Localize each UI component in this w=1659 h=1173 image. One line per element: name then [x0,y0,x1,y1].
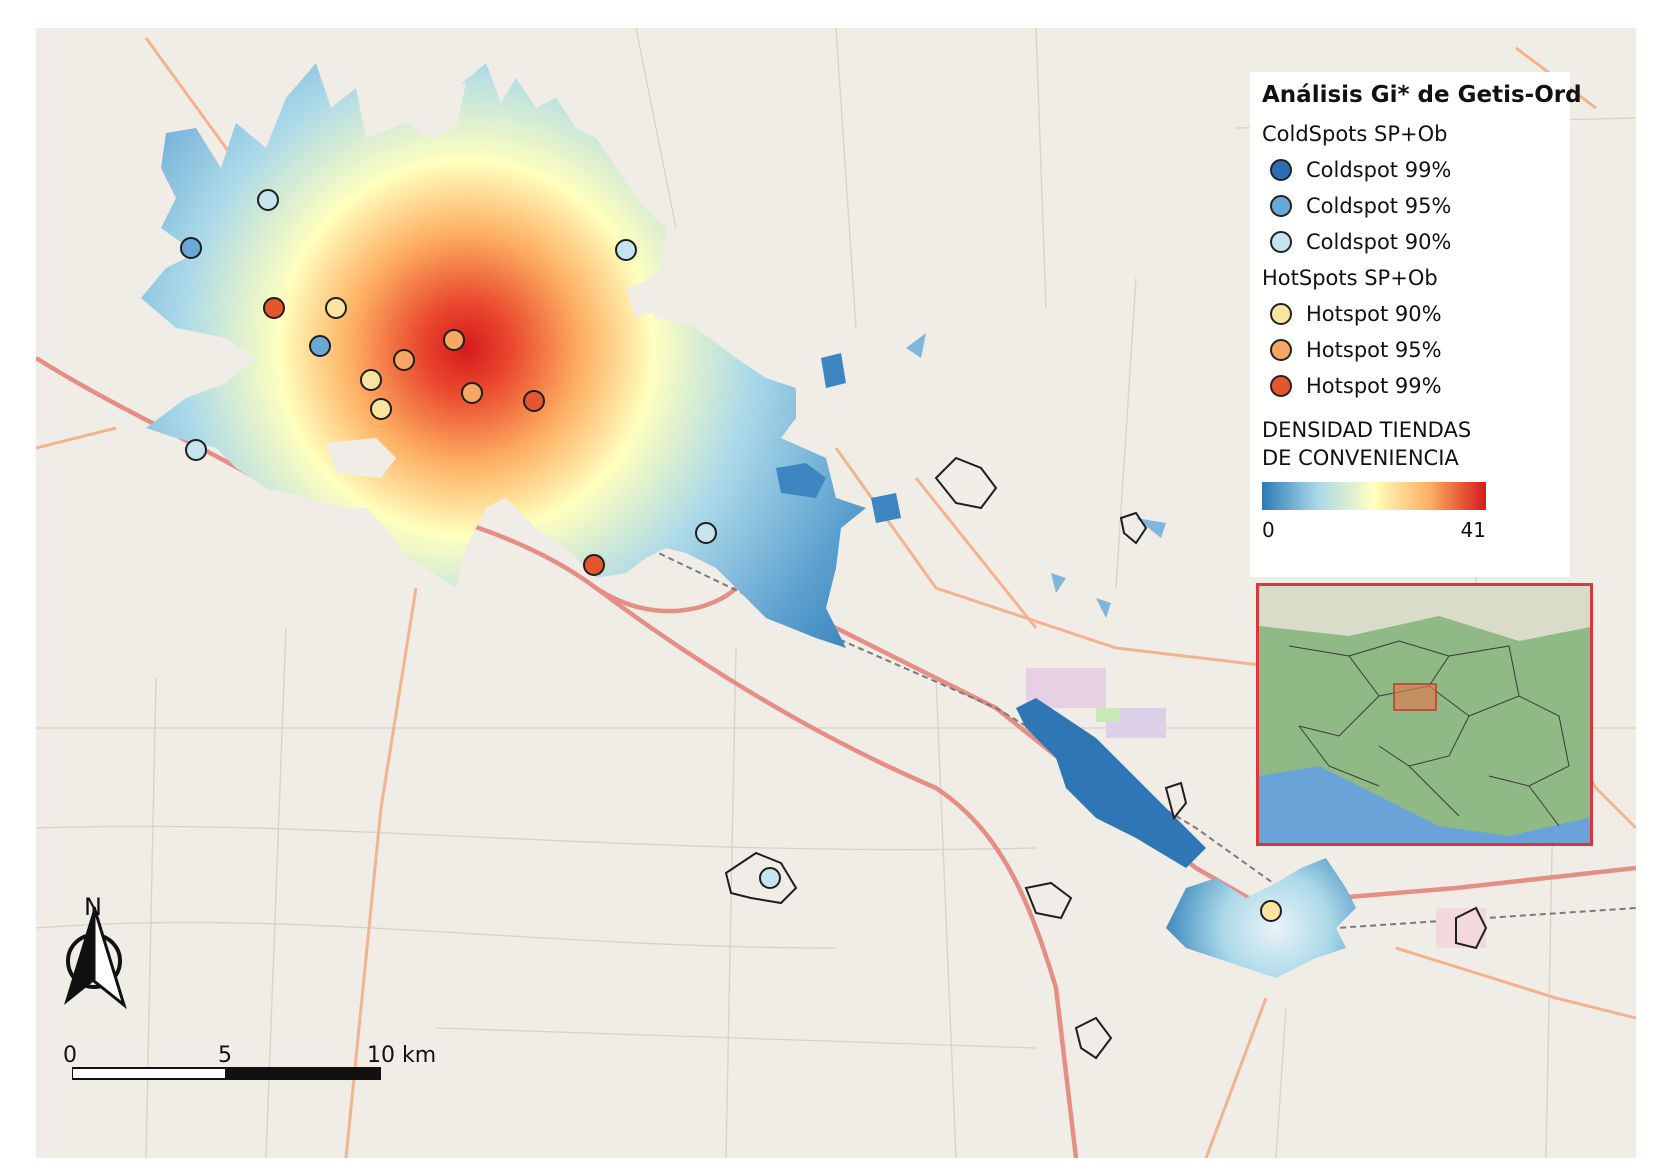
hotspot-marker [393,349,415,371]
inset-extent-box [1393,683,1437,711]
north-arrow-right [92,906,127,1010]
coldspot-99-swatch [1270,159,1292,181]
coldspot-marker [185,439,207,461]
coldspot-marker [615,239,637,261]
legend-item-hotspot-95: Hotspot 95% [1262,332,1558,368]
legend-item-label: Coldspot 99% [1306,158,1452,182]
hotspot-marker [1260,900,1282,922]
legend-item-label: Coldspot 95% [1306,194,1452,218]
hotspot-marker [523,390,545,412]
hotspot-marker [325,297,347,319]
hotspot-90-swatch [1270,303,1292,325]
coldspot-95-swatch [1270,195,1292,217]
legend-item-hotspot-99: Hotspot 99% [1262,368,1558,404]
hotspot-marker [370,398,392,420]
legend-item-label: Hotspot 99% [1306,374,1442,398]
scale-label-0: 0 [63,1043,77,1068]
legend-group-hotspots: HotSpots SP+Ob [1262,266,1438,290]
hotspot-marker [583,554,605,576]
legend-item-label: Coldspot 90% [1306,230,1452,254]
legend-item-hotspot-90: Hotspot 90% [1262,296,1558,332]
north-arrow-icon [64,906,127,1010]
density-ramp-labels: 0 41 [1262,518,1486,542]
coldspot-90-swatch [1270,231,1292,253]
coldspot-marker [180,237,202,259]
scale-bar [72,1067,381,1080]
scale-label-10: 10 km [367,1043,437,1068]
north-arrow-left [64,907,94,1005]
legend-item-coldspot-99: Coldspot 99% [1262,152,1558,188]
legend-item-label: Hotspot 90% [1306,302,1442,326]
density-surface-corridor [1016,698,1206,868]
density-color-ramp [1262,482,1486,510]
scale-bar-segment-1 [72,1067,227,1080]
surface-gaps [176,83,666,478]
density-surface-southeast [1166,858,1356,978]
legend-group-coldspots: ColdSpots SP+Ob [1262,122,1448,146]
legend-title: Análisis Gi* de Getis-Ord [1262,82,1582,108]
legend-panel: Análisis Gi* de Getis-Ord ColdSpots SP+O… [1250,72,1582,577]
hotspot-marker [461,382,483,404]
legend-item-coldspot-95: Coldspot 95% [1262,188,1558,224]
inset-map-graphic [1259,586,1590,843]
density-min-label: 0 [1262,518,1275,542]
hotspot-marker [263,297,285,319]
scale-label-5: 5 [218,1043,232,1068]
legend-item-label: Hotspot 95% [1306,338,1442,362]
coldspot-marker [257,189,279,211]
density-title: DENSIDAD TIENDAS DE CONVENIENCIA [1262,418,1472,470]
hotspot-99-swatch [1270,375,1292,397]
scale-bar-segment-2 [225,1067,381,1080]
density-max-label: 41 [1460,518,1486,542]
hotspot-95-swatch [1270,339,1292,361]
locality-outlines [724,456,1488,1060]
coldspot-marker [695,522,717,544]
density-surface-main [141,63,866,648]
coldspot-marker [759,867,781,889]
coldspot-marker [309,335,331,357]
spot-markers [180,189,1282,922]
inset-locator-map [1256,583,1593,846]
hotspot-marker [443,329,465,351]
legend-item-coldspot-90: Coldspot 90% [1262,224,1558,260]
inset-pacific [1259,766,1590,843]
inset-north-land [1259,586,1590,641]
hotspot-marker [360,369,382,391]
